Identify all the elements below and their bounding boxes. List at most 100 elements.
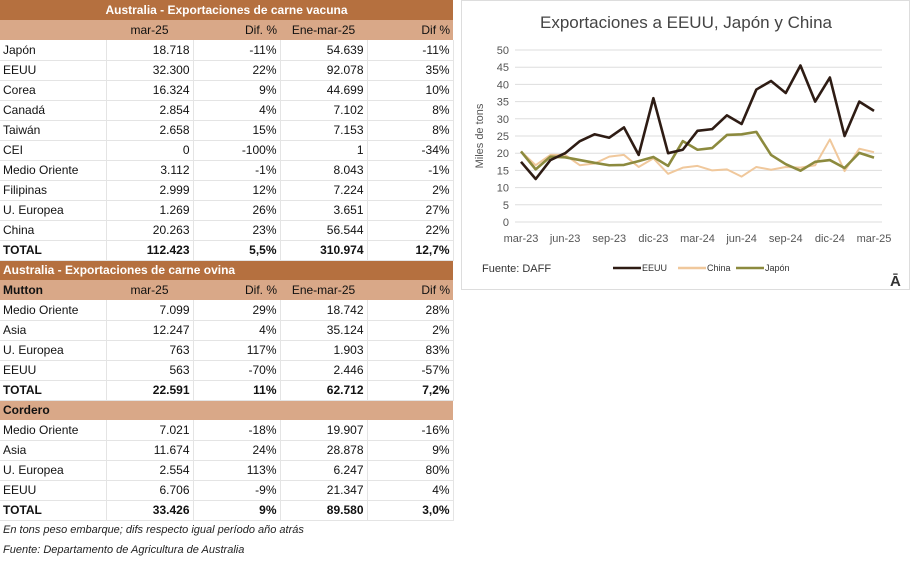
cell: -70% <box>193 360 281 381</box>
lamb-total-row: TOTAL 33.426 9% 89.580 3,0% <box>0 500 454 521</box>
cell: -11% <box>367 40 454 61</box>
cell: 5,5% <box>193 240 281 261</box>
row-label: Filipinas <box>0 180 107 201</box>
cell: 18.742 <box>280 300 368 321</box>
table-row: Asia 11.674 24% 28.878 9% <box>0 440 454 461</box>
y-tick-label: 5 <box>503 200 509 212</box>
cell: 62.712 <box>280 380 368 401</box>
cell: 29% <box>193 300 281 321</box>
series-line-japón <box>519 130 875 173</box>
cell: 35% <box>367 60 454 81</box>
cell: 8% <box>367 100 454 121</box>
cell: 54.639 <box>280 40 368 61</box>
cell: 113% <box>193 460 281 481</box>
cell: 10% <box>367 80 454 101</box>
cell: 83% <box>367 340 454 361</box>
table-row: U. Europea 763 117% 1.903 83% <box>0 340 454 361</box>
cell: 28% <box>367 300 454 321</box>
y-tick-label: 25 <box>497 131 509 143</box>
cell: 9% <box>367 440 454 461</box>
cell: 11% <box>193 380 281 401</box>
cell: 1.269 <box>106 200 194 221</box>
row-label: TOTAL <box>0 240 107 261</box>
cell: mar-25 <box>106 280 193 300</box>
y-tick-label: 45 <box>497 62 509 74</box>
row-label: Asia <box>0 440 107 461</box>
cell: -11% <box>193 40 281 61</box>
cell: 0 <box>106 140 194 161</box>
section-title: Australia - Exportaciones de carne ovina <box>0 260 454 280</box>
row-label: U. Europea <box>0 340 107 361</box>
table-row: Asia 12.247 4% 35.124 2% <box>0 320 454 341</box>
cell: 8% <box>367 120 454 141</box>
y-tick-label: 50 <box>497 45 509 57</box>
x-tick-label: mar-24 <box>680 233 715 245</box>
x-tick-label: dic-24 <box>815 233 845 245</box>
cell: 7.099 <box>106 300 194 321</box>
chart-panel: Exportaciones a EEUU, Japón y China Mile… <box>461 0 910 290</box>
note-source: Fuente: Departamento de Agricultura de A… <box>3 544 245 556</box>
logo-mark: Ā <box>890 273 901 290</box>
cell: 23% <box>193 220 281 241</box>
cell: 6.706 <box>106 480 194 501</box>
legend-label: EEUU <box>642 263 667 273</box>
table-row: Canadá 2.854 4% 7.102 8% <box>0 100 454 121</box>
row-label: Asia <box>0 320 107 341</box>
row-label: China <box>0 220 107 241</box>
cell: 26% <box>193 200 281 221</box>
cell: 27% <box>367 200 454 221</box>
x-tick-label: dic-23 <box>638 233 668 245</box>
chart-source: Fuente: DAFF <box>482 263 551 275</box>
y-tick-label: 10 <box>497 183 509 195</box>
cell: mar-25 <box>106 20 193 40</box>
cell: 15% <box>193 120 281 141</box>
cell: 22% <box>193 60 281 81</box>
mutton-total-row: TOTAL 22.591 11% 62.712 7,2% <box>0 380 454 401</box>
row-label: EEUU <box>0 360 107 381</box>
cell: -9% <box>193 480 281 501</box>
table-row: Japón 18.718 -11% 54.639 -11% <box>0 40 454 61</box>
x-tick-label: sep-24 <box>769 233 803 245</box>
mutton-header-row: Mutton mar-25 Dif. % Ene-mar-25 Dif % <box>0 280 454 300</box>
cell: -34% <box>367 140 454 161</box>
cell: Dif % <box>367 280 454 300</box>
cell: -1% <box>367 160 454 181</box>
table-row: Medio Oriente 7.021 -18% 19.907 -16% <box>0 420 454 441</box>
x-tick-label: sep-23 <box>592 233 626 245</box>
cell: 2% <box>367 180 454 201</box>
chart-title: Exportaciones a EEUU, Japón y China <box>540 13 833 32</box>
row-label: Japón <box>0 40 107 61</box>
cell: 11.674 <box>106 440 194 461</box>
cell: 763 <box>106 340 194 361</box>
row-label: Mutton <box>0 280 106 300</box>
cell: 3.112 <box>106 160 194 181</box>
ovine-title-row: Australia - Exportaciones de carne ovina <box>0 260 454 280</box>
cell: Ene-mar-25 <box>280 20 367 40</box>
cell: 35.124 <box>280 320 368 341</box>
cell: 22% <box>367 220 454 241</box>
row-label: Canadá <box>0 100 107 121</box>
x-tick-label: jun-24 <box>725 233 757 245</box>
y-tick-label: 0 <box>503 217 509 229</box>
cell: Dif % <box>367 20 454 40</box>
cell: 19.907 <box>280 420 368 441</box>
cell: 22.591 <box>106 380 194 401</box>
y-tick-label: 40 <box>497 79 509 91</box>
cell: 7.153 <box>280 120 368 141</box>
lamb-header-row: Cordero <box>0 400 454 420</box>
cell: 7,2% <box>367 380 454 401</box>
table-row: U. Europea 2.554 113% 6.247 80% <box>0 460 454 481</box>
section-title: Australia - Exportaciones de carne vacun… <box>0 0 454 20</box>
cell: 4% <box>193 100 281 121</box>
cell: 2% <box>367 320 454 341</box>
cell: 89.580 <box>280 500 368 521</box>
x-tick-label: jun-23 <box>549 233 581 245</box>
beef-header-row: mar-25 Dif. % Ene-mar-25 Dif % <box>0 20 454 40</box>
cell: 563 <box>106 360 194 381</box>
row-label: EEUU <box>0 480 107 501</box>
cell: 2.658 <box>106 120 194 141</box>
cell: 56.544 <box>280 220 368 241</box>
cell: 20.263 <box>106 220 194 241</box>
y-tick-label: 35 <box>497 97 509 109</box>
cell: 4% <box>193 320 281 341</box>
